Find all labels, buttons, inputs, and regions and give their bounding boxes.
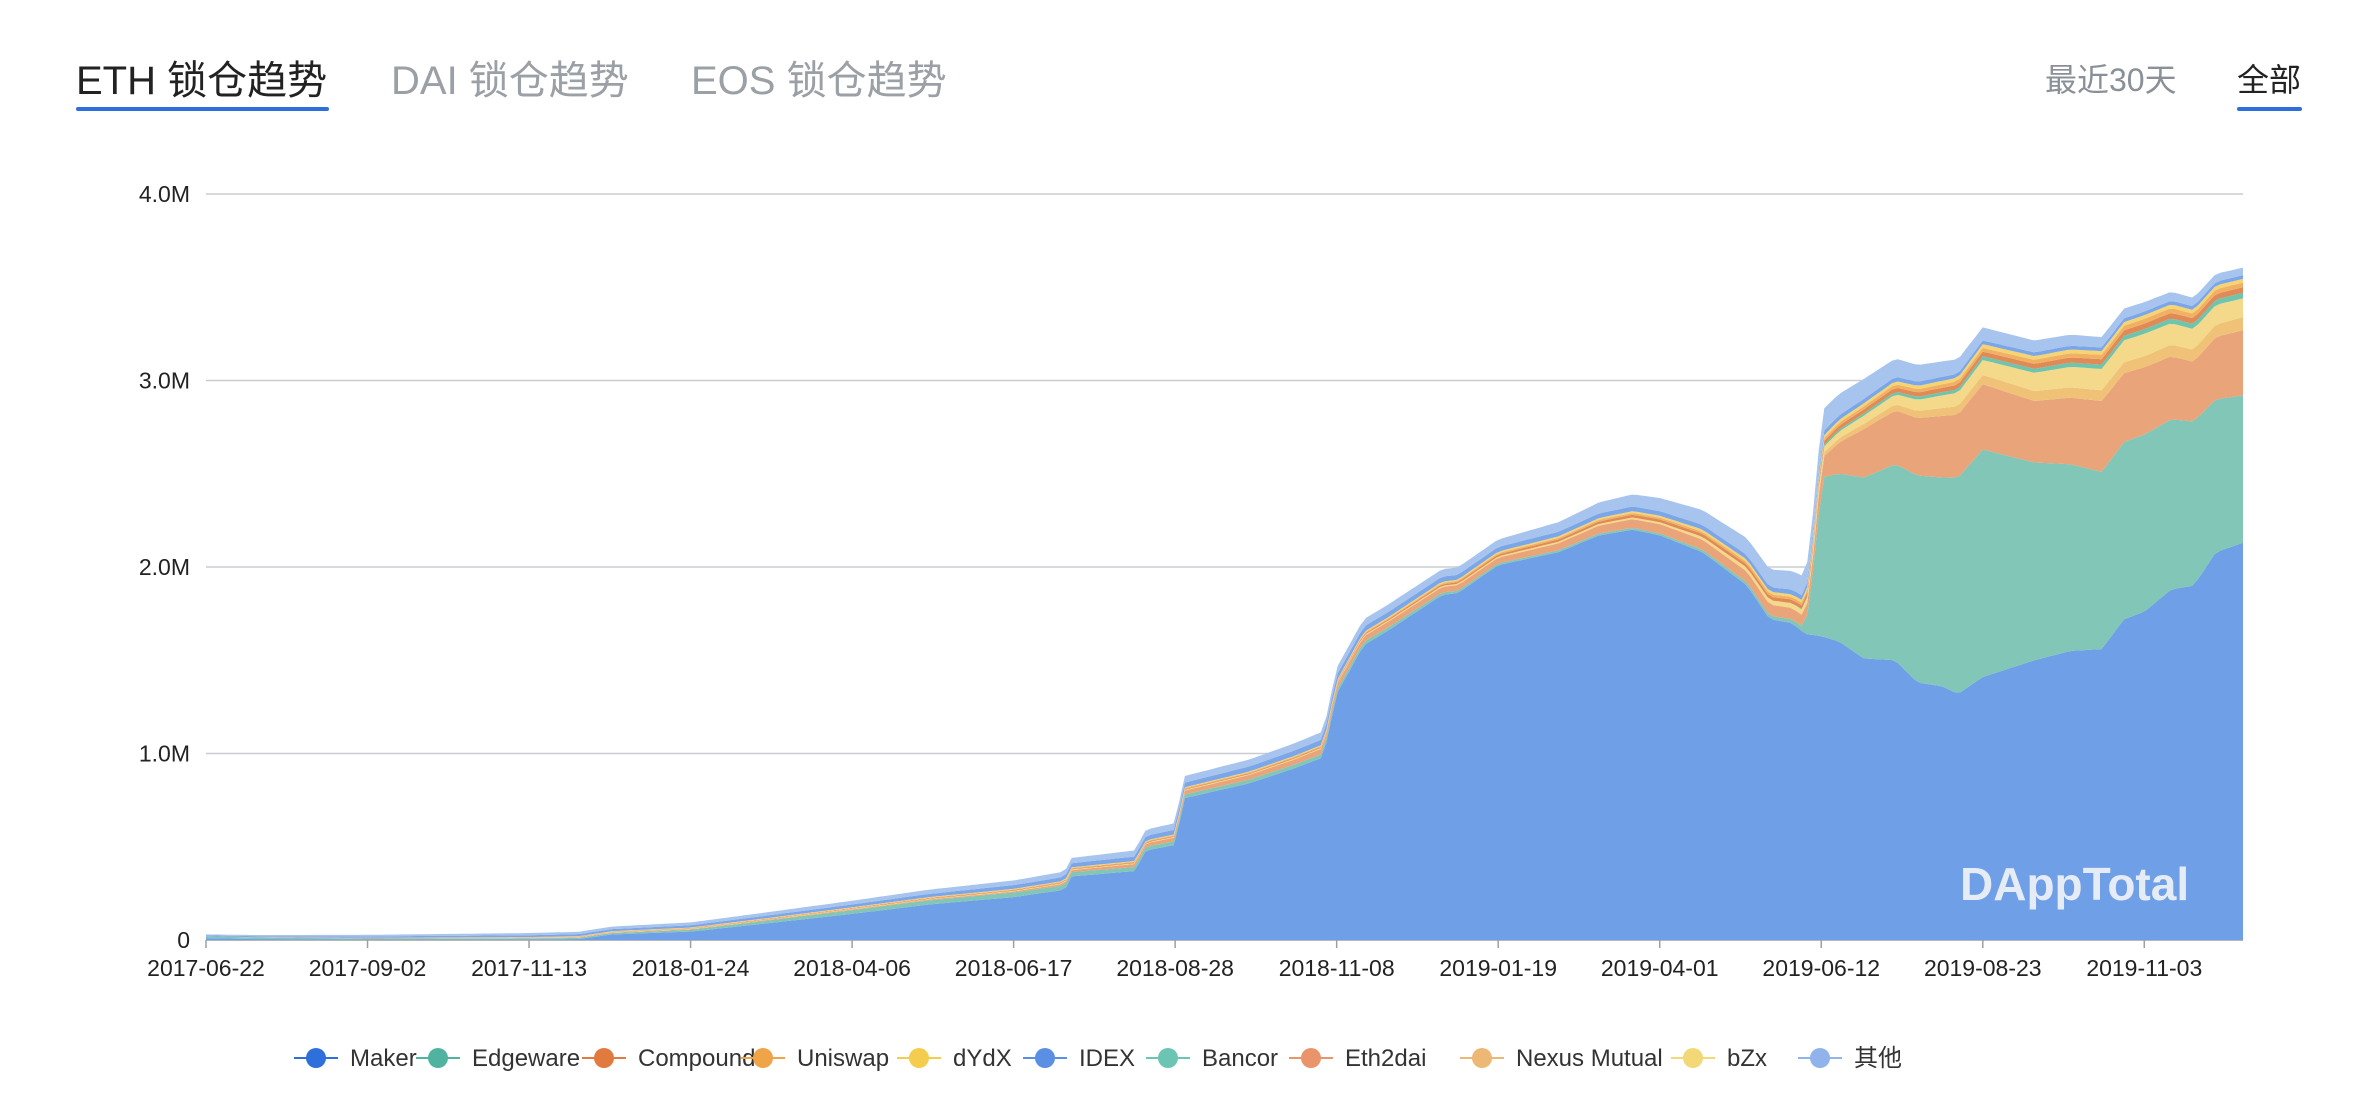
- legend-item[interactable]: Bancor: [1146, 1045, 1278, 1072]
- legend-label: IDEX: [1079, 1045, 1135, 1072]
- legend-item[interactable]: 其他: [1798, 1045, 1902, 1072]
- x-tick-label: 2019-11-03: [2086, 955, 2202, 981]
- area-series: [206, 529, 2243, 940]
- legend-marker: [753, 1048, 773, 1068]
- legend-marker: [1158, 1048, 1178, 1068]
- y-tick-label: 1.0M: [139, 741, 190, 767]
- watermark-text: DAppTotal: [1960, 858, 2189, 910]
- legend-item[interactable]: bZx: [1671, 1045, 1767, 1072]
- legend-marker: [1472, 1048, 1492, 1068]
- y-tick-label: 3.0M: [139, 368, 190, 394]
- legend: Maker Edgeware Compound Uniswap dYdX IDEX Banc…: [294, 1045, 1902, 1072]
- legend-label: Eth2dai: [1345, 1045, 1426, 1072]
- tab-dai-lockup[interactable]: DAI 锁仓趋势: [391, 59, 629, 103]
- x-tick-label: 2017-06-22: [147, 955, 265, 981]
- legend-label: dYdX: [953, 1045, 1012, 1072]
- legend-marker: [594, 1048, 614, 1068]
- x-tick-label: 2018-08-28: [1116, 955, 1234, 981]
- tab-eth-lockup[interactable]: ETH 锁仓趋势: [76, 59, 328, 103]
- x-tick-label: 2019-04-01: [1601, 955, 1719, 981]
- legend-item[interactable]: Uniswap: [741, 1045, 889, 1072]
- x-tick-label: 2017-11-13: [471, 955, 587, 981]
- x-tick-label: 2019-01-19: [1439, 955, 1557, 981]
- legend-marker: [1810, 1048, 1830, 1068]
- legend-marker: [428, 1048, 448, 1068]
- legend-marker: [1301, 1048, 1321, 1068]
- active-range-underline: [2237, 107, 2302, 111]
- axes: 0 1.0M 2.0M 3.0M 4.0M 2017-06-22 2017-09-02 201…: [139, 181, 2202, 981]
- y-tick-label: 4.0M: [139, 181, 190, 207]
- y-tick-label: 2.0M: [139, 554, 190, 580]
- legend-item[interactable]: Compound: [582, 1045, 755, 1072]
- range-all[interactable]: 全部: [2237, 62, 2302, 98]
- tab-eos-lockup[interactable]: EOS 锁仓趋势: [691, 59, 947, 103]
- legend-marker: [306, 1048, 326, 1068]
- x-tick-label: 2018-01-24: [632, 955, 750, 981]
- x-tick-label: 2019-06-12: [1762, 955, 1880, 981]
- legend-item[interactable]: dYdX: [897, 1045, 1012, 1072]
- legend-marker: [1035, 1048, 1055, 1068]
- y-tick-label: 0: [177, 927, 190, 953]
- active-tab-underline: [76, 107, 329, 111]
- x-tick-label: 2018-06-17: [955, 955, 1073, 981]
- legend-item[interactable]: Maker: [294, 1045, 417, 1072]
- legend-label: Edgeware: [472, 1045, 580, 1072]
- x-tick-label: 2017-09-02: [309, 955, 427, 981]
- legend-item[interactable]: Eth2dai: [1289, 1045, 1426, 1072]
- stacked-areas: [206, 267, 2243, 940]
- legend-marker: [909, 1048, 929, 1068]
- legend-label: Nexus Mutual: [1516, 1045, 1663, 1072]
- legend-item[interactable]: Edgeware: [416, 1045, 580, 1072]
- legend-label: Uniswap: [797, 1045, 889, 1072]
- legend-label: Bancor: [1202, 1045, 1278, 1072]
- x-tick-label: 2018-04-06: [793, 955, 911, 981]
- x-tick-label: 2018-11-08: [1279, 955, 1395, 981]
- legend-item[interactable]: Nexus Mutual: [1460, 1045, 1663, 1072]
- legend-marker: [1683, 1048, 1703, 1068]
- legend-label: Compound: [638, 1045, 755, 1072]
- legend-label: Maker: [350, 1045, 417, 1072]
- legend-label: 其他: [1854, 1045, 1902, 1072]
- x-tick-label: 2019-08-23: [1924, 955, 2042, 981]
- legend-item[interactable]: IDEX: [1023, 1045, 1135, 1072]
- range-last-30-days[interactable]: 最近30天: [2045, 62, 2177, 98]
- legend-label: bZx: [1727, 1045, 1767, 1072]
